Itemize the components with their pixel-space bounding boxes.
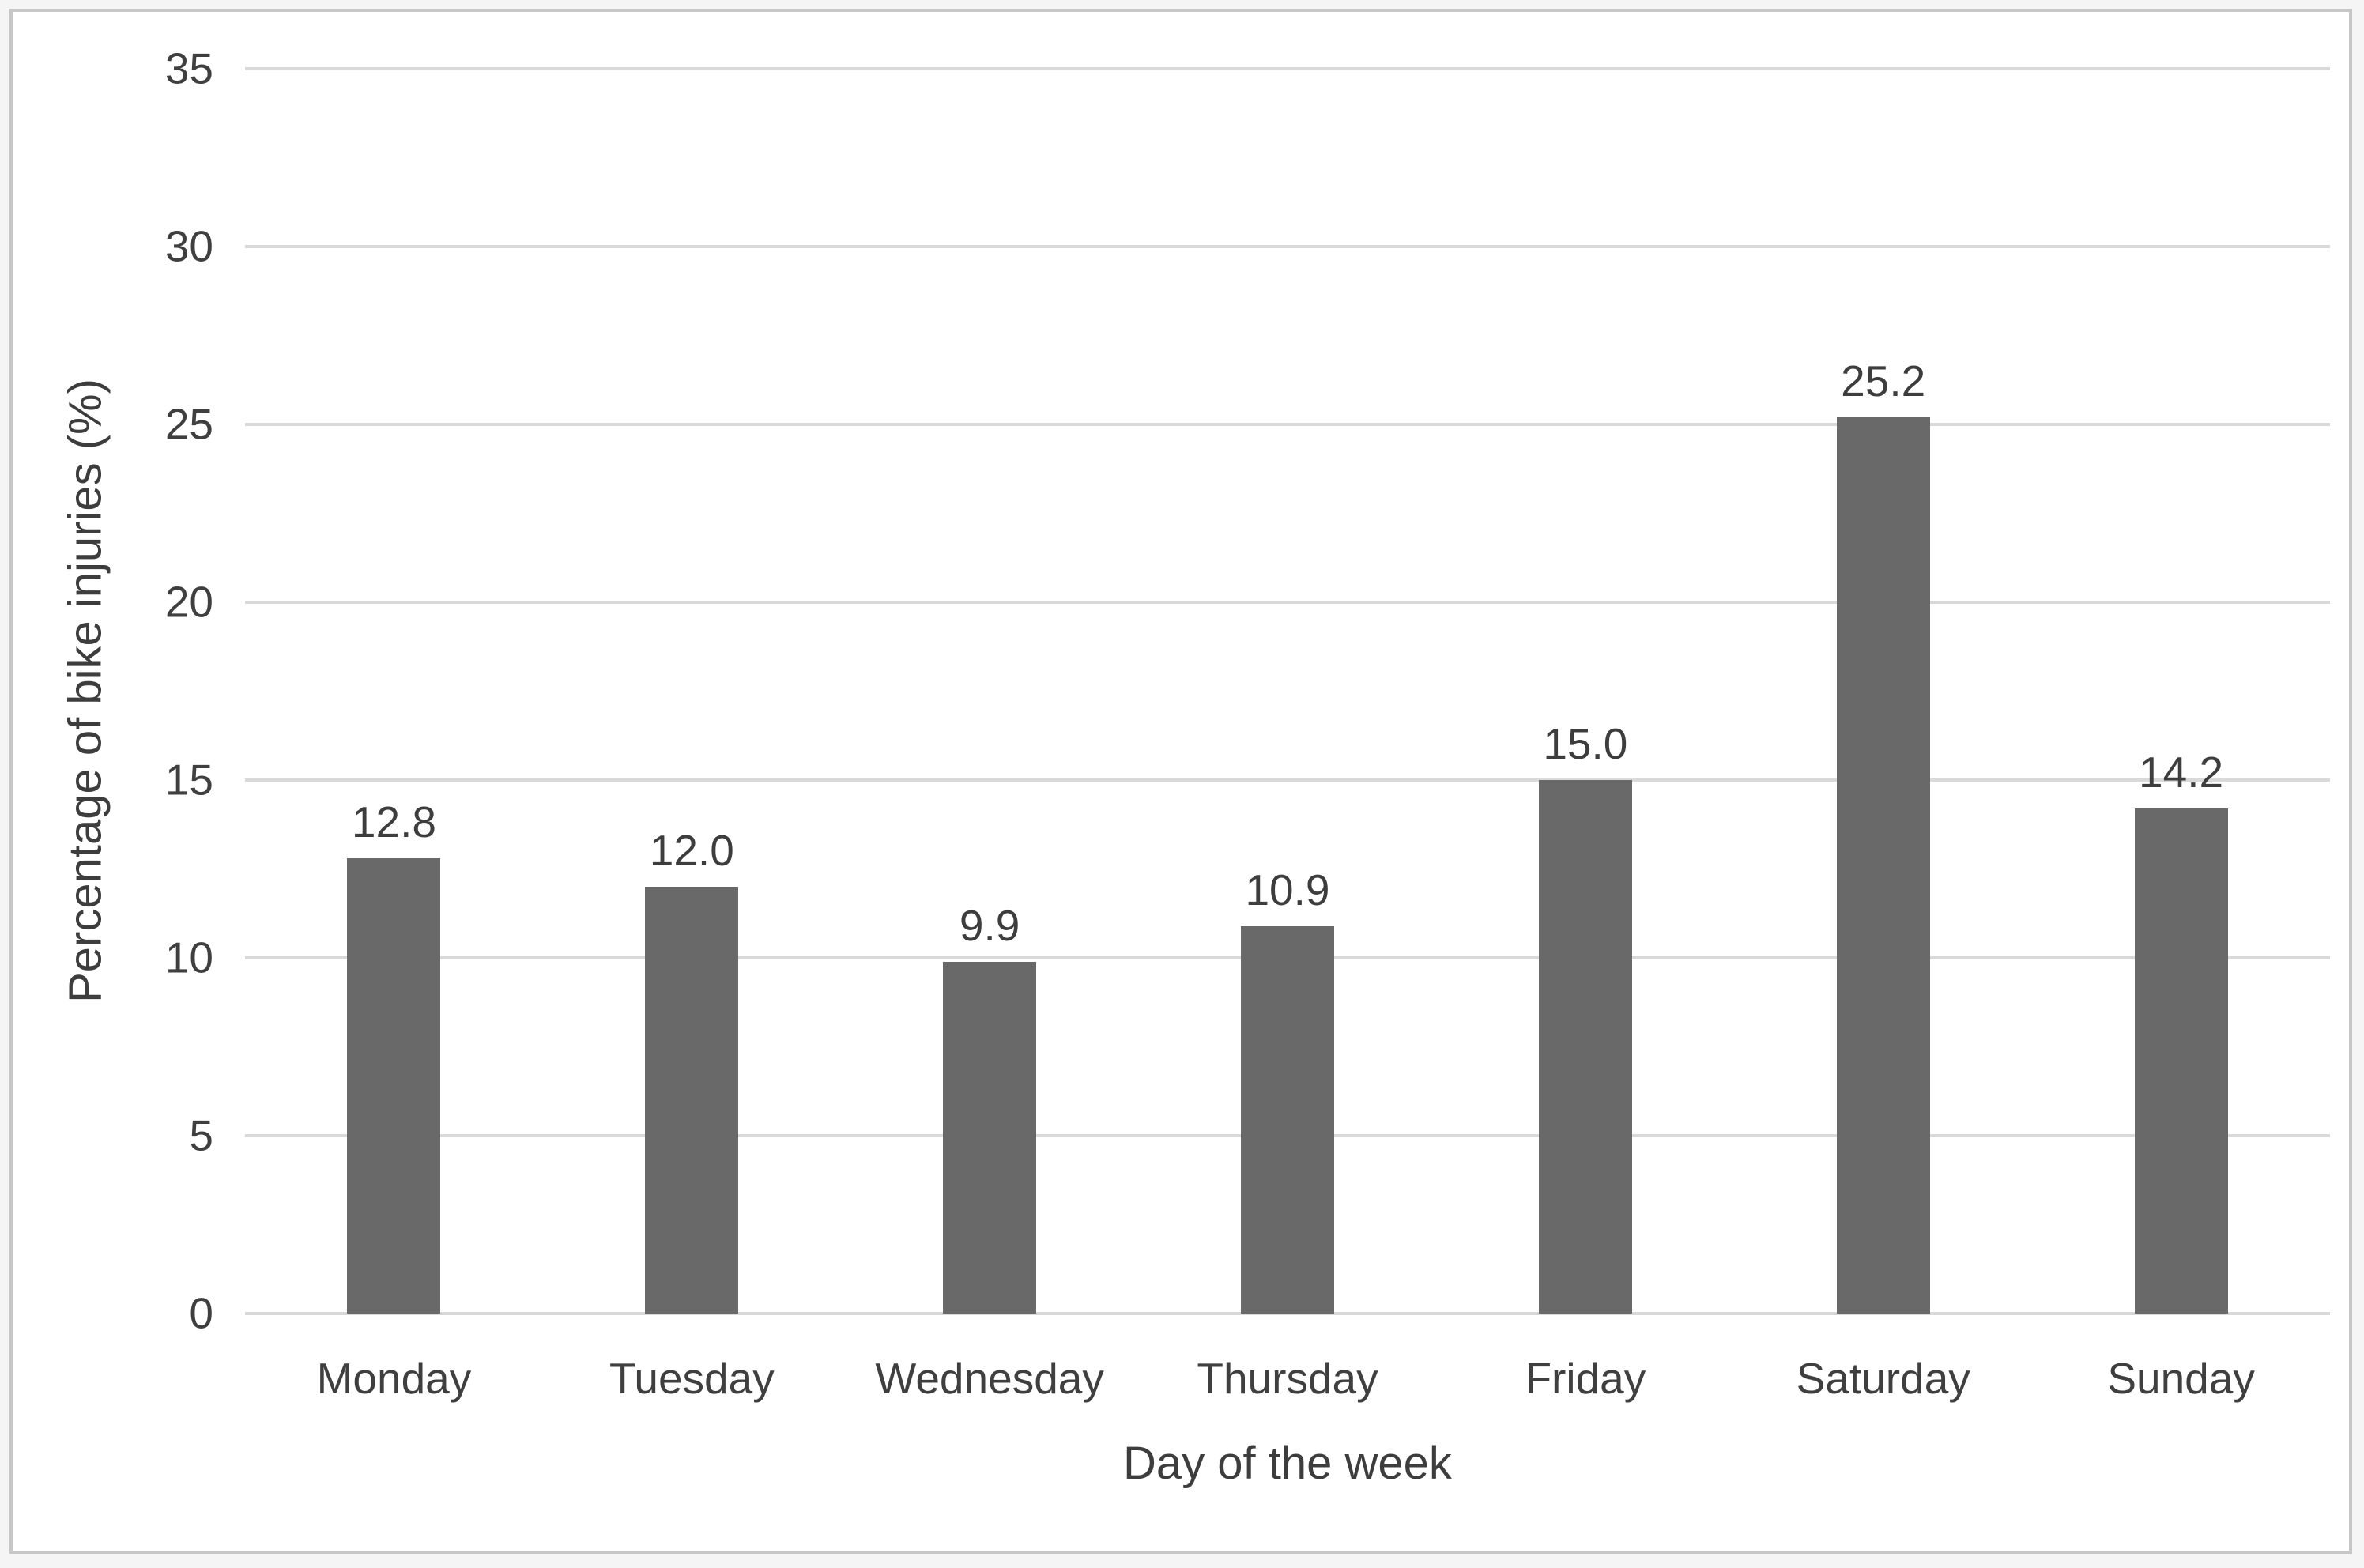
bar-band: 25.2 [1734,69,2032,1314]
bar-value-label: 15.0 [1543,719,1628,768]
gridline [245,1312,2330,1315]
bar-band: 15.0 [1436,69,1734,1314]
y-tick-label: 10 [164,933,213,982]
bar-value-label: 9.9 [959,900,1020,950]
gridline [245,423,2330,426]
x-tick-label: Friday [1525,1354,1646,1403]
y-tick-label: 0 [189,1288,213,1338]
x-axis-labels: Monday Tuesday Wednesday Thursday Friday Satu… [245,1353,2330,1404]
x-tick-label: Thursday [1197,1354,1378,1403]
bar-band: 14.2 [2032,69,2330,1314]
bar-value-label: 14.2 [2139,748,2224,797]
plot-area: 12.8 12.0 9.9 10.9 15.0 25.2 14.2 [245,67,2330,1315]
bar-saturday [1836,417,1930,1314]
bar-band: 12.0 [543,69,841,1314]
bar-value-label: 10.9 [1245,865,1330,914]
y-tick-label: 30 [164,221,213,271]
bar-value-label: 12.0 [649,826,734,876]
x-tick-label: Tuesday [609,1354,775,1403]
gridline [245,245,2330,248]
bar-tuesday [645,887,739,1314]
bar-band: 10.9 [1139,69,1437,1314]
y-tick-label: 20 [164,577,213,627]
bar-friday [1538,780,1632,1314]
y-tick-label: 25 [164,399,213,449]
y-axis-ticks: 0 5 10 15 20 25 30 35 [79,47,213,1335]
gridline [245,601,2330,604]
bar-value-label: 12.8 [351,797,436,846]
bar-wednesday [943,961,1037,1314]
y-tick-label: 5 [189,1110,213,1160]
gridline [245,67,2330,70]
bar-band: 9.9 [841,69,1139,1314]
gridline [245,778,2330,782]
bar-sunday [2134,808,2228,1314]
y-tick-label: 35 [164,43,213,93]
bar-thursday [1240,925,1334,1314]
x-tick-label: Monday [316,1354,472,1403]
bar-monday [347,858,441,1314]
x-axis-title: Day of the week [1123,1438,1452,1489]
x-tick-label: Saturday [1796,1354,1970,1403]
bar-band: 12.8 [245,69,543,1314]
x-tick-label: Sunday [2107,1354,2255,1403]
bar-value-label: 25.2 [1841,356,1926,405]
x-tick-label: Wednesday [875,1354,1104,1403]
y-tick-label: 15 [164,755,213,805]
